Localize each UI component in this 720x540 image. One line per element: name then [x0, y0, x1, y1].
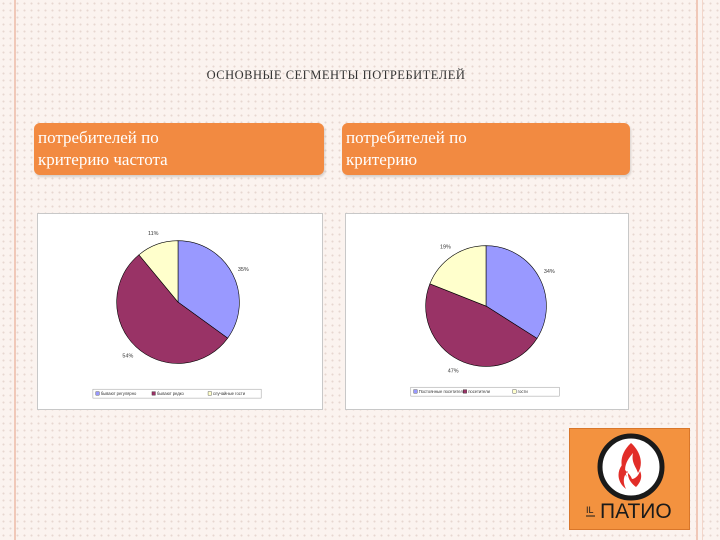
- legend-swatch-1: [413, 389, 418, 394]
- flame-icon: [621, 443, 641, 477]
- patio-logo: IL ПАТИО: [569, 428, 690, 530]
- legend-entry-2: бывают редко: [157, 391, 185, 396]
- legend-entry-1: бывают регулярно: [101, 391, 137, 396]
- pie-label-3: 11%: [148, 231, 159, 237]
- pie-slice-2: [425, 283, 538, 367]
- header-frequency: потребителей по критерию частота: [34, 123, 324, 175]
- pie-label-2: 54%: [122, 353, 133, 359]
- legend-entry-1: Постоянные посетители: [419, 389, 466, 394]
- legend-swatch-3: [207, 391, 212, 396]
- header-criterion: потребителей по критерию: [342, 123, 630, 175]
- frame-line-right-inner: [702, 0, 703, 540]
- pie-slice-1: [177, 240, 240, 339]
- pie-chart-criterion-svg: 34% 47% 19% Постоянные посетители посетители…: [410, 244, 560, 397]
- pie-slice-3: [429, 245, 487, 307]
- logo-prefix: IL: [586, 505, 594, 515]
- flame-icon-lower: [618, 465, 642, 489]
- legend-box: [410, 386, 560, 397]
- legend-box: [92, 388, 262, 399]
- logo-ring: [597, 433, 665, 501]
- frame-line-right: [696, 0, 698, 540]
- pie-slice-1: [485, 245, 547, 339]
- legend-swatch-3: [512, 389, 517, 394]
- slide-title: ОСНОВНЫЕ СЕГМЕНТЫ ПОТРЕБИТЕЛЕЙ: [206, 68, 466, 82]
- header-frequency-line1: потребителей по: [38, 128, 159, 147]
- patio-logo-svg: IL ПАТИО: [586, 433, 672, 523]
- legend-entry-2: посетители: [468, 389, 490, 394]
- legend-entry-3: гости: [518, 389, 529, 394]
- pie-chart-frequency: 35% 54% 11% бывают регулярно бывают редко слу…: [37, 213, 323, 410]
- legend-swatch-2: [463, 389, 467, 394]
- legend-swatch-2: [151, 391, 156, 396]
- pie-chart-criterion: 34% 47% 19% Постоянные посетители посетители…: [345, 213, 629, 410]
- pie-label-2: 47%: [448, 368, 459, 374]
- pie-label-1: 35%: [238, 267, 249, 273]
- pie-label-3: 19%: [440, 244, 451, 250]
- legend-swatch-1: [95, 391, 100, 396]
- pie-chart-frequency-svg: 35% 54% 11% бывают регулярно бывают редко слу…: [92, 231, 262, 399]
- header-criterion-line2: критерию: [346, 150, 418, 169]
- pie-slice-2: [116, 254, 229, 364]
- pie-label-1: 34%: [544, 269, 555, 275]
- header-frequency-line2: критерию частота: [38, 150, 168, 169]
- header-criterion-line1: потребителей по: [346, 128, 467, 147]
- legend-entry-3: случайные гости: [213, 391, 246, 396]
- frame-line-left: [14, 0, 16, 540]
- logo-wordmark: ПАТИО: [600, 500, 672, 523]
- pie-slice-3: [138, 240, 179, 303]
